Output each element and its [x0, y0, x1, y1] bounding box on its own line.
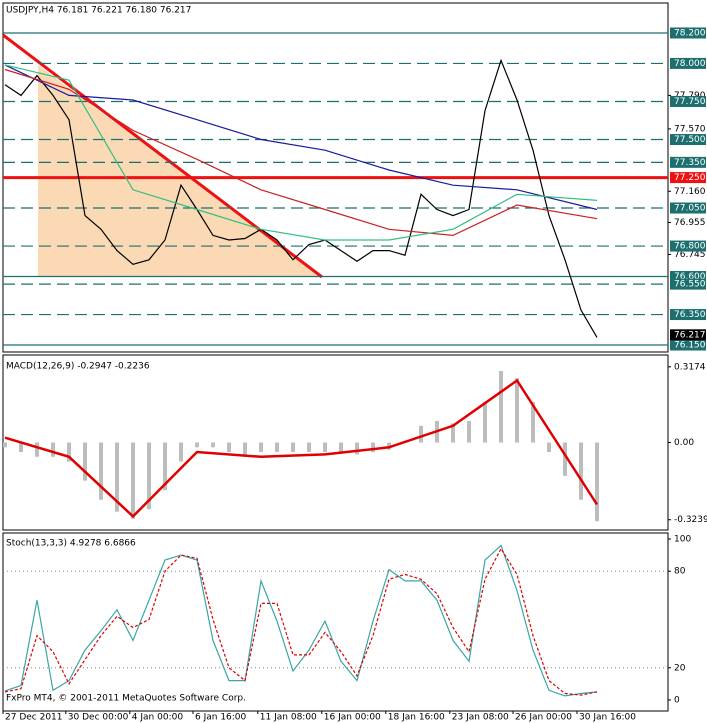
macd-bar	[99, 442, 103, 500]
y-tick-label: 100	[674, 535, 691, 545]
level-label-box	[670, 339, 706, 351]
level-label: 78.200	[674, 28, 706, 38]
macd-bar	[179, 442, 183, 462]
macd-bar	[163, 442, 167, 491]
level-label-box	[670, 95, 706, 107]
level-label: 78.000	[674, 59, 706, 69]
level-label-box	[670, 309, 706, 321]
x-tick-label: 11 Jan 08:00	[260, 713, 317, 723]
level-label-box	[670, 172, 706, 184]
level-label: 76.800	[674, 242, 706, 252]
series-line	[4, 68, 598, 237]
level-label: 77.050	[674, 204, 706, 214]
macd-bar	[499, 370, 503, 443]
stoch-pane	[2, 532, 669, 712]
y-tick-label: 76.745	[674, 250, 706, 260]
macd-bar	[451, 423, 455, 443]
macd-bar	[35, 442, 39, 457]
macd-bar	[243, 442, 247, 457]
macd-bar	[195, 442, 199, 448]
level-label: 76.550	[674, 280, 706, 290]
last-price-label: 76.217	[674, 330, 706, 340]
macd-bar	[515, 378, 519, 443]
macd-bar	[355, 442, 359, 455]
level-label-box	[670, 156, 706, 168]
chart-title: USDJPY,H4 76.181 76.221 76.180 76.217	[6, 6, 191, 16]
macd-bar	[467, 421, 471, 443]
x-tick-label: 6 Jan 16:00	[195, 713, 247, 723]
level-label-box	[670, 202, 706, 214]
macd-bar	[131, 442, 135, 519]
macd-bar	[483, 401, 487, 443]
macd-bar	[595, 442, 599, 522]
level-label: 77.750	[674, 97, 706, 107]
macd-bar	[371, 442, 375, 453]
level-label-box	[670, 240, 706, 252]
level-label-box	[670, 271, 706, 283]
y-tick-label: 77.160	[674, 187, 706, 197]
y-tick-label: 77.570	[674, 124, 706, 134]
stoch-title: Stoch(13,3,3) 4.9278 6.6866	[6, 539, 136, 549]
macd-bar	[323, 442, 327, 453]
macd-bar	[83, 442, 87, 481]
series-line	[4, 64, 598, 211]
macd-title: MACD(12,26,9) -0.2947 -0.2236	[6, 362, 150, 372]
macd-bar	[531, 401, 535, 443]
level-label-box	[670, 134, 706, 146]
y-tick-label: 76.955	[674, 218, 706, 228]
x-tick-label: 16 Jan 00:00	[324, 713, 381, 723]
footer: FxPro MT4, © 2001-2011 MetaQuotes Softwa…	[6, 694, 246, 704]
level-label: 76.150	[674, 340, 706, 350]
level-label: 77.250	[674, 173, 706, 183]
x-tick-label: 23 Jan 08:00	[452, 713, 509, 723]
x-tick-label: 27 Dec 2011	[5, 713, 63, 723]
y-tick-label: -0.3239	[674, 515, 707, 525]
macd-bar	[339, 442, 343, 453]
macd-bar	[211, 442, 215, 448]
x-tick-label: 30 Dec 00:00	[68, 713, 129, 723]
macd-bar	[147, 442, 151, 510]
macd-bar	[563, 442, 567, 476]
level-label: 76.350	[674, 310, 706, 320]
macd-bar	[275, 442, 279, 453]
macd-bar	[19, 442, 23, 453]
y-tick-label: 0	[674, 695, 680, 705]
y-tick-label: 0.00	[674, 438, 694, 448]
macd-bar	[227, 442, 231, 453]
macd-bar	[307, 442, 311, 453]
macd-bar	[291, 442, 295, 453]
trend-line	[2, 33, 323, 279]
level-label-box	[670, 278, 706, 290]
series-line	[4, 58, 598, 338]
x-tick-label: 4 Jan 00:00	[132, 713, 184, 723]
macd-bar	[419, 425, 423, 443]
level-label: 77.350	[674, 158, 706, 168]
macd-bar	[51, 442, 55, 457]
macd-bar	[579, 442, 583, 500]
last-price-box	[670, 329, 706, 341]
level-label: 76.600	[674, 272, 706, 282]
level-label-box	[670, 27, 706, 39]
macd-bar	[115, 442, 119, 512]
series-line	[4, 378, 599, 519]
y-tick-label: 0.3174	[674, 362, 706, 372]
macd-bar	[67, 442, 71, 462]
series-line	[4, 64, 598, 241]
series-line	[4, 544, 598, 697]
macd-bar	[547, 442, 551, 453]
x-tick-label: 18 Jan 16:00	[388, 713, 445, 723]
x-tick-label: 26 Jan 00:00	[515, 713, 572, 723]
y-tick-label: 77.790	[674, 91, 706, 101]
y-tick-label: 80	[674, 567, 686, 577]
series-line	[4, 547, 598, 696]
level-label-box	[670, 57, 706, 69]
x-tick-label: 30 Jan 16:00	[579, 713, 636, 723]
level-label: 77.500	[674, 135, 706, 145]
macd-bar	[3, 442, 7, 448]
y-tick-label: 20	[674, 663, 686, 673]
macd-bar	[259, 442, 263, 453]
